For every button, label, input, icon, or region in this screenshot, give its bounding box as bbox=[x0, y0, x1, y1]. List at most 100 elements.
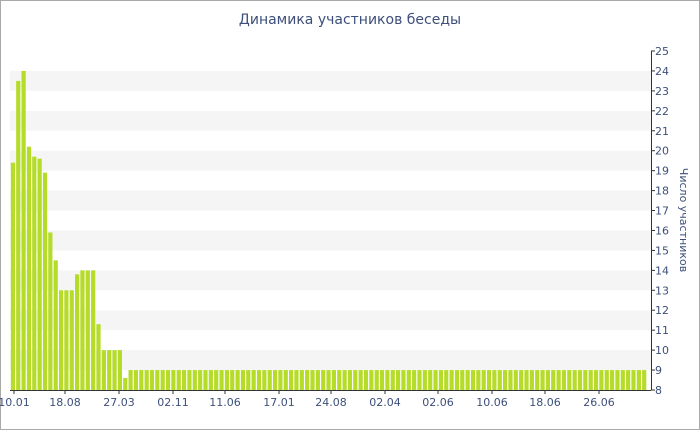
y-tick-label: 18 bbox=[655, 185, 669, 198]
bar bbox=[460, 370, 465, 390]
bar bbox=[96, 324, 101, 390]
grid-band bbox=[10, 230, 651, 251]
bar bbox=[486, 370, 492, 390]
bar bbox=[107, 350, 112, 390]
grid-bands bbox=[10, 70, 651, 371]
bar bbox=[412, 370, 417, 390]
bar bbox=[53, 260, 58, 390]
bar bbox=[524, 370, 529, 390]
bar bbox=[406, 370, 411, 390]
bar bbox=[577, 370, 583, 390]
bar bbox=[390, 370, 395, 390]
y-tick-label: 13 bbox=[655, 284, 669, 297]
grid-band bbox=[10, 310, 651, 331]
bar bbox=[144, 370, 149, 390]
bar bbox=[165, 370, 171, 390]
bar bbox=[155, 370, 160, 390]
bar bbox=[289, 370, 294, 390]
bar bbox=[219, 370, 224, 390]
bar bbox=[182, 370, 187, 390]
y-tick-label: 23 bbox=[655, 85, 669, 98]
bar bbox=[379, 370, 385, 390]
bar bbox=[513, 370, 518, 390]
bar bbox=[26, 146, 32, 390]
x-tick-label: 11.06 bbox=[209, 396, 241, 409]
bar bbox=[593, 370, 599, 390]
x-tick-label: 24.08 bbox=[315, 396, 347, 409]
bar bbox=[556, 370, 561, 390]
bar bbox=[21, 70, 26, 391]
bar bbox=[224, 370, 229, 390]
bar bbox=[561, 370, 567, 390]
bar bbox=[230, 370, 235, 390]
y-tick-label: 25 bbox=[655, 45, 669, 58]
bar bbox=[80, 270, 85, 390]
bar bbox=[69, 290, 74, 390]
bar bbox=[417, 370, 422, 390]
bar bbox=[588, 370, 593, 390]
bar bbox=[519, 370, 524, 390]
x-tick-label: 17.01 bbox=[263, 396, 295, 409]
bar bbox=[615, 370, 620, 390]
bar bbox=[610, 370, 615, 390]
bar bbox=[91, 270, 96, 390]
bar bbox=[545, 370, 550, 390]
bar bbox=[626, 370, 631, 390]
bar bbox=[347, 370, 353, 390]
bar bbox=[353, 370, 358, 390]
bar bbox=[203, 370, 208, 390]
bar bbox=[438, 370, 443, 390]
bar bbox=[10, 162, 15, 390]
x-tick-label: 02.06 bbox=[422, 396, 454, 409]
bar bbox=[540, 370, 545, 390]
chart-title: Динамика участников беседы bbox=[238, 12, 462, 28]
bar bbox=[321, 370, 326, 390]
bar bbox=[272, 370, 278, 390]
bar bbox=[508, 370, 513, 390]
bar bbox=[449, 370, 454, 390]
bar bbox=[642, 370, 647, 390]
y-tick-label: 9 bbox=[655, 364, 662, 377]
bar bbox=[326, 370, 331, 390]
bar bbox=[551, 370, 556, 390]
y-tick-label: 15 bbox=[655, 244, 669, 257]
bar bbox=[454, 370, 460, 390]
bar bbox=[401, 370, 406, 390]
x-tick-label: 18.08 bbox=[49, 396, 81, 409]
bar bbox=[48, 232, 53, 390]
x-tick-label: 18.06 bbox=[529, 396, 561, 409]
y-tick-labels: 8 9 10 11 12 13 14 15 16 17 18 19 20 21 22 23 24 25 bbox=[655, 45, 669, 397]
bar bbox=[256, 370, 262, 390]
bar bbox=[481, 370, 486, 390]
y-tick-label: 22 bbox=[655, 105, 669, 118]
y-tick-label: 12 bbox=[655, 304, 669, 317]
grid-band bbox=[10, 190, 651, 211]
bar bbox=[385, 370, 390, 390]
bar bbox=[497, 370, 502, 390]
bar bbox=[444, 370, 449, 390]
bar bbox=[572, 370, 577, 390]
bar bbox=[267, 370, 272, 390]
bar bbox=[235, 370, 240, 390]
bar bbox=[75, 274, 80, 390]
bar bbox=[176, 370, 181, 390]
bar bbox=[476, 370, 481, 390]
bar bbox=[636, 370, 641, 390]
x-tick-label: 10.06 bbox=[476, 396, 508, 409]
grid-band bbox=[10, 110, 651, 131]
bar bbox=[337, 370, 342, 390]
bar bbox=[123, 378, 128, 390]
x-tick-label: 26.06 bbox=[583, 396, 615, 409]
x-tick-label: 02.04 bbox=[369, 396, 401, 409]
bar bbox=[433, 370, 438, 390]
y-tick-label: 8 bbox=[655, 384, 662, 397]
bar bbox=[32, 156, 37, 390]
bar bbox=[42, 172, 48, 390]
bar bbox=[470, 370, 476, 390]
y-tick-label: 11 bbox=[655, 324, 669, 337]
bar bbox=[192, 370, 197, 390]
bar bbox=[363, 370, 369, 390]
axes bbox=[10, 50, 655, 394]
y-tick-label: 16 bbox=[655, 224, 669, 237]
bar bbox=[620, 370, 625, 390]
